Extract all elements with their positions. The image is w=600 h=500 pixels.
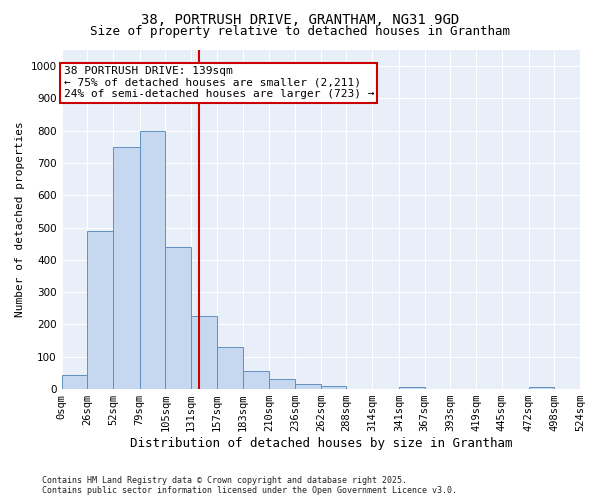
Bar (113, 147, 140, 389)
Bar (399, 388, 425, 389)
Bar (62, 375, 87, 389)
Bar (295, 384, 321, 389)
Bar (166, 247, 191, 389)
Bar (87, 231, 113, 389)
Bar (529, 388, 554, 389)
Text: 38, PORTRUSH DRIVE, GRANTHAM, NG31 9GD: 38, PORTRUSH DRIVE, GRANTHAM, NG31 9GD (141, 12, 459, 26)
Text: 38 PORTRUSH DRIVE: 139sqm
← 75% of detached houses are smaller (2,211)
24% of se: 38 PORTRUSH DRIVE: 139sqm ← 75% of detac… (64, 66, 374, 100)
X-axis label: Distribution of detached houses by size in Grantham: Distribution of detached houses by size … (130, 437, 512, 450)
Bar (321, 386, 346, 389)
Text: Size of property relative to detached houses in Grantham: Size of property relative to detached ho… (90, 25, 510, 38)
Bar (269, 380, 295, 389)
Bar (140, 130, 166, 389)
Bar (191, 316, 217, 389)
Bar (242, 372, 269, 389)
Bar (217, 347, 242, 389)
Text: Contains HM Land Registry data © Crown copyright and database right 2025.
Contai: Contains HM Land Registry data © Crown c… (42, 476, 457, 495)
Y-axis label: Number of detached properties: Number of detached properties (15, 122, 25, 318)
